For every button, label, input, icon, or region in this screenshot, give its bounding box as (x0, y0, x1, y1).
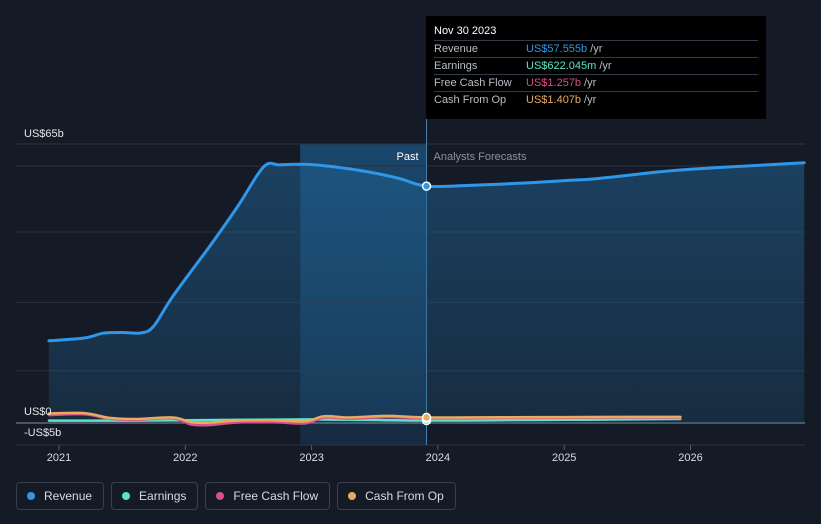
legend-label: Free Cash Flow (233, 489, 319, 503)
tooltip-row-earnings: Earnings US$622.045m/yr (434, 57, 758, 74)
legend-item-earnings[interactable]: Earnings (111, 482, 199, 510)
tooltip-row-revenue: Revenue US$57.555b/yr (434, 40, 758, 57)
legend-item-revenue[interactable]: Revenue (16, 482, 105, 510)
forecast-label: Analysts Forecasts (434, 151, 527, 163)
tooltip: Nov 30 2023 Revenue US$57.555b/yr Earnin… (426, 16, 766, 119)
x-tick-label: 2025 (552, 452, 576, 464)
tooltip-row-free-cash-flow: Free Cash Flow US$1.257b/yr (434, 74, 758, 91)
y-label-zero: US$0 (24, 406, 52, 418)
revenue-marker (421, 181, 432, 191)
tooltip-value: US$57.555b/yr (526, 43, 603, 55)
x-tick-label: 2022 (173, 452, 197, 464)
legend-label: Revenue (44, 489, 93, 503)
x-tick-label: 2026 (678, 452, 702, 464)
cash-from-op-dot-icon (348, 492, 357, 500)
tooltip-date: Nov 30 2023 (434, 25, 497, 37)
tooltip-row-cash-from-op: Cash From Op US$1.407b/yr (434, 91, 758, 108)
tooltip-label: Cash From Op (434, 94, 507, 106)
x-tick-label: 2021 (47, 452, 71, 464)
earnings-dot-icon (122, 492, 131, 500)
revenue-dot-icon (27, 492, 35, 500)
x-tick-label: 2024 (426, 452, 450, 464)
y-label-bottom: -US$5b (24, 427, 61, 439)
tooltip-value: US$622.045m/yr (526, 60, 612, 72)
tooltip-label: Earnings (434, 60, 478, 72)
x-tick-label: 2023 (299, 452, 323, 464)
legend-item-free-cash-flow[interactable]: Free Cash Flow (205, 482, 331, 510)
tooltip-label: Revenue (434, 43, 479, 55)
legend-label: Earnings (139, 489, 187, 503)
revenue-area (48, 162, 805, 424)
legend-label: Cash From Op (365, 489, 444, 503)
earnings-line (47, 417, 682, 422)
revenue-line (47, 161, 806, 343)
past-label: Past (397, 151, 419, 163)
legend-item-cash-from-op[interactable]: Cash From Op (337, 482, 456, 510)
free-cash-flow-dot-icon (216, 492, 225, 500)
legend: Revenue Earnings Free Cash Flow Cash Fro… (16, 482, 456, 512)
tooltip-value: US$1.257b/yr (526, 77, 597, 89)
cash-from-op-line (47, 411, 682, 425)
tooltip-value: US$1.407b/yr (526, 94, 597, 106)
y-label-top: US$65b (24, 128, 64, 140)
tooltip-label: Free Cash Flow (434, 77, 512, 89)
cash-from-op-marker (421, 412, 432, 423)
